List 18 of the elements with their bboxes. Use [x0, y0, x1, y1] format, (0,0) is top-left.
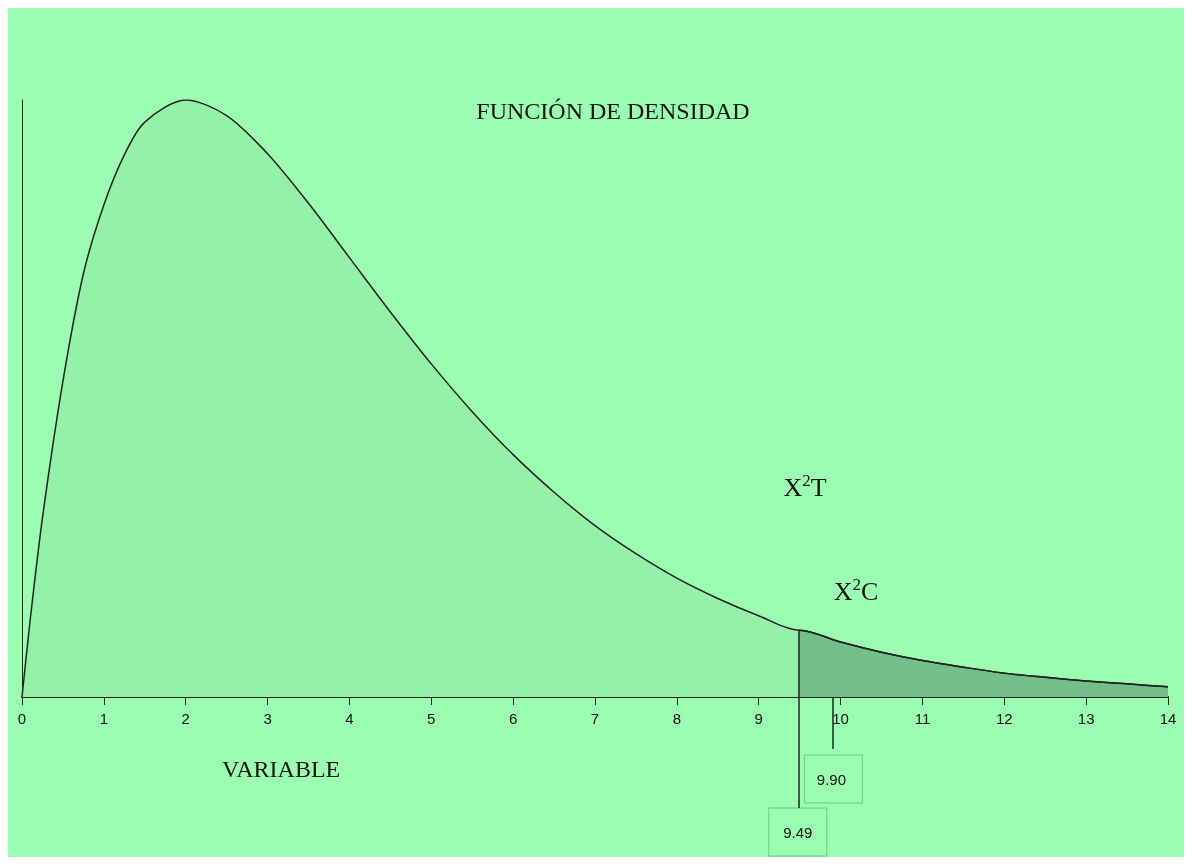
x-tick-label: 9 — [754, 710, 763, 727]
x-tick-label: 11 — [914, 710, 931, 727]
x-tick-label: 7 — [590, 710, 600, 727]
x-tick-label: 2 — [181, 710, 190, 727]
x-tick-label: 14 — [1159, 710, 1177, 727]
chart-title: FUNCIÓN DE DENSIDAD — [476, 98, 750, 124]
x-tick-label: 6 — [508, 710, 518, 727]
x-tick-label: 13 — [1077, 710, 1095, 727]
x-tick-label: 12 — [995, 710, 1013, 727]
x-tick-label: 0 — [17, 710, 27, 727]
x-tick-label: 4 — [345, 710, 354, 727]
ref-line-label: 9.90 — [816, 770, 846, 788]
x-tick-label: 3 — [263, 710, 272, 727]
ref-line-label: 9.49 — [783, 823, 813, 841]
x-tick-label: 8 — [672, 710, 682, 727]
x-tick-label: 5 — [427, 710, 436, 727]
x-tick-label: 1 — [99, 710, 109, 727]
x-axis-title: VARIABLE — [222, 756, 341, 782]
